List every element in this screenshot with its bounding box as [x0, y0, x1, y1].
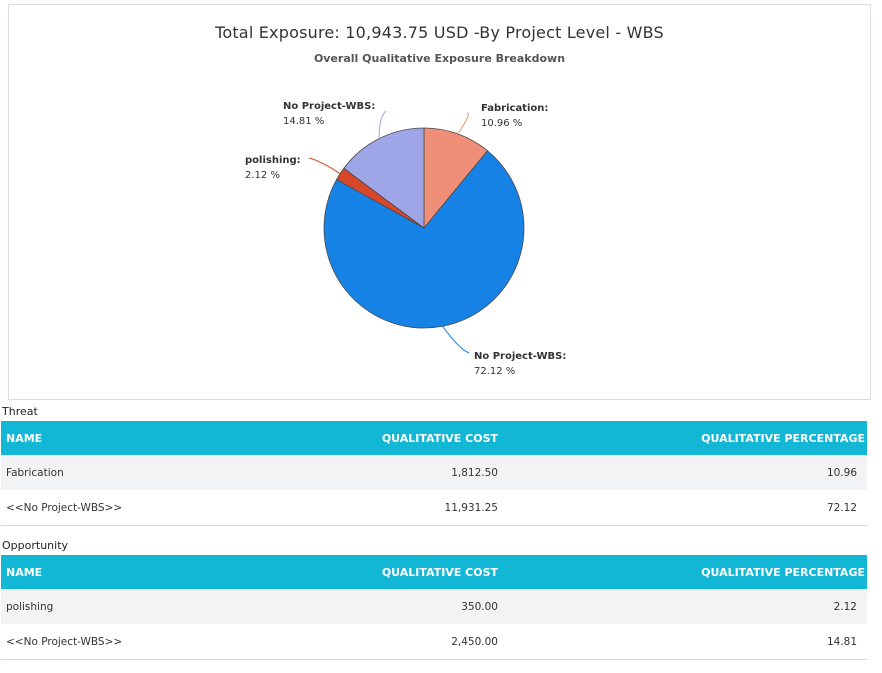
table-row[interactable]: polishing 350.00 2.12	[1, 589, 867, 624]
pie-slice[interactable]	[343, 127, 425, 229]
threat-table-header: NAME QUALITATIVE COST QUALITATIVE PERCEN…	[1, 421, 867, 455]
chart-container: Total Exposure: 10,943.75 USD -By Projec…	[8, 4, 871, 400]
column-header-qualitative-percentage[interactable]: QUALITATIVE PERCENTAGE	[701, 431, 865, 445]
column-header-qualitative-percentage[interactable]: QUALITATIVE PERCENTAGE	[701, 565, 865, 579]
row-percentage: 14.81	[826, 635, 857, 648]
table-row[interactable]: <<No Project-WBS>> 11,931.25 72.12	[1, 490, 867, 525]
column-header-name[interactable]: NAME	[6, 565, 43, 579]
opportunity-section-label: Opportunity	[2, 539, 69, 552]
pie-label-connector	[378, 110, 387, 139]
pie-label-connector	[442, 325, 470, 354]
row-name: Fabrication	[6, 466, 64, 479]
pie-chart: Fabrication: 10.96 % No Project-WBS: 72.12 …	[245, 101, 566, 377]
pie-label-connector	[308, 157, 341, 175]
row-percentage: 10.96	[826, 466, 857, 479]
pie-slice-percentage: 2.12 %	[245, 170, 280, 181]
row-cost: 1,812.50	[451, 466, 498, 479]
threat-section-label: Threat	[2, 405, 38, 418]
chart-subtitle: Overall Qualitative Exposure Breakdown	[313, 52, 566, 65]
pie-slice[interactable]	[423, 127, 489, 230]
row-percentage: 2.12	[833, 600, 857, 613]
row-name: <<No Project-WBS>>	[6, 501, 123, 514]
row-percentage: 72.12	[826, 501, 857, 514]
pie-slice-percentage: 10.96 %	[481, 118, 522, 129]
pie-slice-label: No Project-WBS:	[283, 101, 375, 112]
column-header-qualitative-cost[interactable]: QUALITATIVE COST	[381, 565, 498, 579]
row-name: <<No Project-WBS>>	[6, 635, 123, 648]
pie-slice[interactable]	[323, 150, 525, 329]
opportunity-table-header: NAME QUALITATIVE COST QUALITATIVE PERCEN…	[1, 555, 867, 589]
table-row[interactable]: <<No Project-WBS>> 2,450.00 14.81	[1, 624, 867, 659]
row-name: polishing	[6, 600, 54, 613]
chart-title: Total Exposure: 10,943.75 USD -By Projec…	[215, 23, 664, 42]
pie-slice-percentage: 14.81 %	[283, 116, 324, 127]
pie-slice-label: polishing:	[245, 155, 301, 166]
pie-slice-label: No Project-WBS:	[474, 351, 566, 362]
column-header-name[interactable]: NAME	[6, 431, 43, 445]
opportunity-table: NAME QUALITATIVE COST QUALITATIVE PERCEN…	[1, 555, 867, 660]
row-cost: 2,450.00	[451, 635, 498, 648]
table-row[interactable]: Fabrication 1,812.50 10.96	[1, 455, 867, 490]
threat-table: NAME QUALITATIVE COST QUALITATIVE PERCEN…	[1, 421, 867, 526]
pie-label-connector	[457, 112, 469, 135]
pie-slice-label: Fabrication:	[481, 103, 548, 114]
column-header-qualitative-cost[interactable]: QUALITATIVE COST	[381, 431, 498, 445]
pie-slice-percentage: 72.12 %	[474, 366, 515, 377]
row-cost: 350.00	[461, 600, 498, 613]
row-cost: 11,931.25	[444, 501, 498, 514]
